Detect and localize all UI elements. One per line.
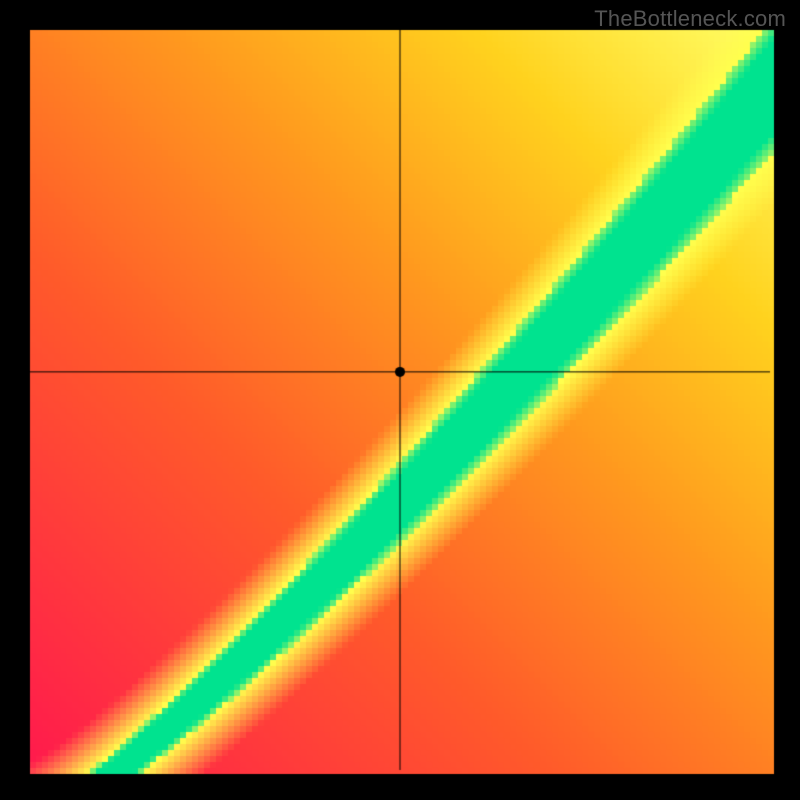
heatmap-canvas [0,0,800,800]
watermark-text: TheBottleneck.com [594,6,786,32]
chart-container: TheBottleneck.com [0,0,800,800]
